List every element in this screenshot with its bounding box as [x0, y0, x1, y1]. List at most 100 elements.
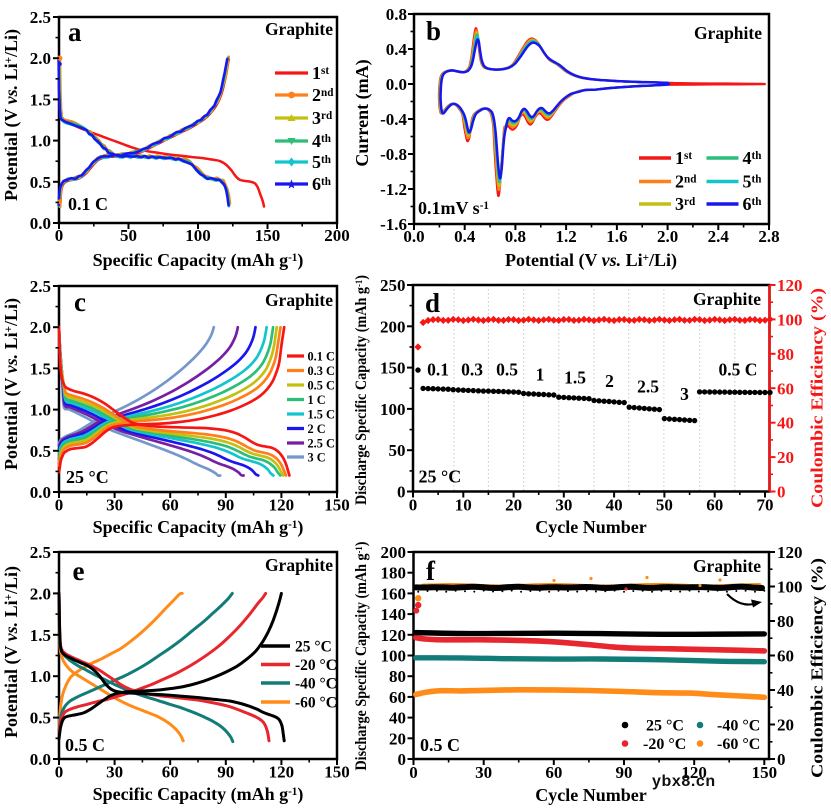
- svg-text:0: 0: [398, 750, 407, 769]
- svg-text:2.0: 2.0: [30, 49, 51, 68]
- svg-text:100: 100: [380, 400, 406, 419]
- svg-text:1.0: 1.0: [30, 132, 51, 151]
- svg-text:1.5: 1.5: [30, 626, 51, 645]
- svg-text:40: 40: [389, 709, 406, 728]
- svg-text:-20 °C: -20 °C: [643, 736, 686, 753]
- svg-text:250: 250: [380, 276, 406, 295]
- svg-text:120: 120: [381, 626, 407, 645]
- svg-text:-60 °C: -60 °C: [717, 736, 760, 753]
- svg-text:100: 100: [777, 310, 803, 329]
- svg-text:120: 120: [269, 496, 295, 515]
- svg-text:150: 150: [380, 359, 406, 378]
- svg-text:60: 60: [706, 496, 723, 515]
- svg-text:100: 100: [185, 226, 211, 245]
- svg-text:Graphite: Graphite: [694, 23, 762, 43]
- svg-text:25 °C: 25 °C: [295, 639, 332, 656]
- svg-text:90: 90: [217, 496, 234, 515]
- svg-text:40: 40: [777, 414, 794, 433]
- svg-text:0.1: 0.1: [427, 360, 449, 380]
- svg-text:90: 90: [217, 763, 234, 782]
- svg-text:150: 150: [255, 226, 281, 245]
- svg-text:0.5 C: 0.5 C: [308, 379, 335, 393]
- svg-text:Discharge Specific Capacity (m: Discharge Specific Capacity (mAh g-1): [353, 275, 370, 505]
- svg-text:-0.4: -0.4: [380, 110, 407, 129]
- svg-text:2: 2: [605, 371, 614, 391]
- svg-text:0.3 C: 0.3 C: [308, 364, 335, 378]
- svg-text:1.5 C: 1.5 C: [308, 408, 335, 422]
- svg-text:0.4: 0.4: [386, 40, 408, 59]
- svg-text:1 C: 1 C: [308, 393, 326, 407]
- svg-text:Specific Capacity (mAh g-1): Specific Capacity (mAh g-1): [93, 517, 304, 538]
- svg-text:0.5: 0.5: [30, 173, 51, 192]
- svg-text:0.4: 0.4: [454, 227, 476, 246]
- svg-text:20: 20: [777, 448, 794, 467]
- svg-text:3: 3: [680, 384, 689, 404]
- svg-text:Discharge Specific Capacity (m: Discharge Specific Capacity (mAh g-1): [353, 542, 370, 771]
- svg-text:0.0: 0.0: [30, 214, 51, 233]
- svg-text:100: 100: [777, 578, 803, 597]
- svg-text:20: 20: [505, 496, 522, 515]
- svg-text:1.5: 1.5: [564, 368, 586, 388]
- svg-text:200: 200: [380, 317, 406, 336]
- svg-text:Cycle Number: Cycle Number: [535, 517, 646, 537]
- svg-text:70: 70: [756, 496, 773, 515]
- svg-text:ybx8.cn: ybx8.cn: [652, 773, 716, 790]
- svg-text:150: 150: [752, 763, 778, 782]
- svg-text:0: 0: [409, 763, 418, 782]
- svg-text:20: 20: [777, 716, 794, 735]
- svg-text:80: 80: [777, 345, 794, 364]
- svg-text:0.5 C: 0.5 C: [420, 735, 460, 755]
- svg-text:0: 0: [409, 496, 418, 515]
- svg-text:0.0: 0.0: [30, 483, 51, 502]
- svg-text:-40 °C: -40 °C: [717, 718, 760, 735]
- svg-text:0: 0: [397, 483, 406, 502]
- svg-text:Potential (V vs. Li+/Li): Potential (V vs. Li+/Li): [1, 566, 22, 738]
- svg-text:2.5: 2.5: [30, 8, 51, 27]
- svg-text:10: 10: [455, 496, 472, 515]
- svg-text:-60 °C: -60 °C: [295, 695, 337, 712]
- svg-text:0.5 C: 0.5 C: [65, 735, 105, 755]
- svg-text:a: a: [68, 17, 82, 47]
- svg-text:Potential (V vs. Li+/Li): Potential (V vs. Li+/Li): [1, 298, 22, 470]
- svg-text:0.5: 0.5: [496, 360, 518, 380]
- svg-text:3 C: 3 C: [308, 451, 326, 465]
- svg-text:0.5: 0.5: [30, 709, 51, 728]
- svg-text:25 °C: 25 °C: [419, 467, 462, 487]
- svg-text:1.0: 1.0: [30, 667, 51, 686]
- svg-text:0.0: 0.0: [403, 227, 424, 246]
- svg-text:Graphite: Graphite: [693, 556, 761, 576]
- svg-text:b: b: [426, 16, 441, 46]
- svg-text:-40 °C: -40 °C: [295, 676, 337, 693]
- svg-text:50: 50: [656, 496, 673, 515]
- svg-text:2.5: 2.5: [637, 377, 659, 397]
- svg-text:0.1 C: 0.1 C: [68, 194, 108, 214]
- svg-text:1.0: 1.0: [30, 401, 51, 420]
- svg-text:0.5: 0.5: [30, 442, 51, 461]
- svg-text:0.3: 0.3: [461, 360, 483, 380]
- svg-text:0.1 C: 0.1 C: [308, 350, 335, 364]
- svg-text:Cycle Number: Cycle Number: [535, 785, 646, 805]
- svg-text:-1.6: -1.6: [380, 215, 407, 234]
- svg-text:Graphite: Graphite: [693, 289, 761, 309]
- svg-text:d: d: [425, 288, 440, 318]
- svg-text:Potential (V vs. Li+/Li): Potential (V vs. Li+/Li): [505, 250, 677, 271]
- svg-text:30: 30: [106, 496, 123, 515]
- svg-text:2.0: 2.0: [30, 584, 51, 603]
- svg-text:2.5: 2.5: [30, 543, 51, 562]
- svg-text:0.5 C: 0.5 C: [719, 360, 758, 380]
- svg-text:30: 30: [475, 763, 492, 782]
- svg-text:Coulombic Efficiency (%): Coulombic Efficiency (%): [808, 558, 827, 778]
- svg-text:25 °C: 25 °C: [646, 718, 684, 735]
- svg-text:0: 0: [777, 750, 786, 769]
- svg-text:120: 120: [777, 276, 803, 295]
- svg-text:150: 150: [324, 496, 350, 515]
- svg-text:20: 20: [389, 729, 406, 748]
- svg-text:0.8: 0.8: [505, 227, 526, 246]
- svg-text:-0.8: -0.8: [380, 145, 407, 164]
- svg-text:120: 120: [681, 763, 707, 782]
- svg-text:2.8: 2.8: [758, 227, 779, 246]
- svg-text:2.4: 2.4: [708, 227, 730, 246]
- svg-text:25 °C: 25 °C: [66, 467, 109, 487]
- svg-text:2.5: 2.5: [30, 277, 51, 296]
- svg-text:60: 60: [389, 688, 406, 707]
